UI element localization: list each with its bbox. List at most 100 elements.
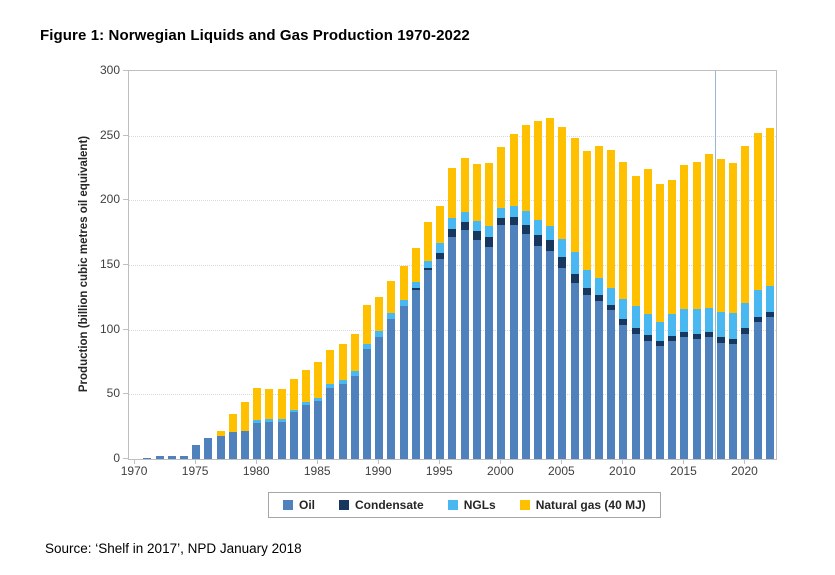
ngls-segment (570, 252, 579, 275)
legend-swatch (447, 500, 458, 510)
bar-1986 (324, 350, 336, 459)
ngls-segment (326, 384, 335, 388)
y-tick-label: 50 (106, 386, 120, 401)
bar-1983 (288, 378, 300, 459)
oil-segment (363, 349, 372, 459)
oil-segment (216, 435, 225, 459)
ngls-segment (546, 226, 555, 241)
bar-stack-2009 (607, 149, 616, 459)
ngls-segment (387, 312, 396, 320)
x-tick-mark (561, 459, 563, 464)
natural-gas-40-mj--segment (594, 146, 603, 278)
legend-label: Oil (299, 498, 316, 512)
oil-segment (253, 422, 262, 459)
bar-stack-1976 (204, 438, 213, 459)
bar-1978 (227, 413, 239, 459)
legend-label: NGLs (463, 498, 496, 512)
condensate-segment (448, 228, 457, 237)
condensate-segment (656, 341, 665, 347)
condensate-segment (704, 332, 713, 338)
ngls-segment (497, 208, 506, 219)
oil-segment (717, 342, 726, 459)
x-tick-mark (622, 459, 624, 464)
bar-stack-1990 (375, 297, 384, 459)
oil-segment (143, 457, 152, 459)
bar-stack-2005 (558, 126, 567, 459)
oil-segment (631, 333, 640, 459)
legend-label: Natural gas (40 MJ) (535, 498, 646, 512)
condensate-segment (497, 218, 506, 225)
ngls-segment (314, 398, 323, 401)
bar-stack-1971 (143, 457, 152, 459)
condensate-segment (558, 257, 567, 268)
bar-stack-2015 (680, 165, 689, 459)
bar-1990 (373, 297, 385, 459)
oil-segment (314, 400, 323, 459)
bar-stack-1972 (155, 456, 164, 459)
natural-gas-40-mj--segment (228, 413, 237, 432)
bar-stack-1983 (289, 378, 298, 459)
condensate-segment (582, 288, 591, 295)
ngls-segment (485, 226, 494, 237)
bar-1998 (471, 164, 483, 459)
legend-item-condensate: Condensate (339, 498, 424, 512)
oil-segment (765, 316, 774, 459)
condensate-segment (619, 319, 628, 325)
bar-1981 (263, 389, 275, 459)
natural-gas-40-mj--segment (509, 134, 518, 206)
oil-segment (338, 384, 347, 459)
bar-2003 (532, 121, 544, 459)
ngls-segment (363, 343, 372, 350)
bar-stack-1980 (253, 387, 262, 459)
condensate-segment (680, 332, 689, 338)
x-tick-label: 2015 (670, 464, 697, 478)
x-tick-mark (683, 459, 685, 464)
y-tick-label: 0 (113, 451, 120, 465)
bar-2005 (556, 126, 568, 459)
condensate-segment (485, 236, 494, 247)
bar-stack-1987 (338, 343, 347, 459)
bar-stack-1999 (485, 162, 494, 459)
x-tick-label: 1980 (242, 464, 270, 478)
bar-stack-2010 (619, 161, 628, 459)
legend-item-natural-gas-40-mj-: Natural gas (40 MJ) (519, 498, 646, 512)
bar-1992 (398, 266, 410, 459)
bar-stack-2000 (497, 147, 506, 459)
legend-item-oil: Oil (283, 498, 315, 512)
bar-stack-2011 (631, 175, 640, 459)
bar-stack-1979 (240, 402, 249, 459)
plot-area (128, 70, 777, 460)
oil-segment (192, 444, 201, 459)
bar-1999 (483, 162, 495, 459)
bar-1996 (446, 168, 458, 459)
bar-stack-1985 (314, 362, 323, 459)
ngls-segment (350, 371, 359, 377)
bar-2013 (654, 183, 666, 459)
y-tick-label: 150 (99, 257, 120, 271)
oil-segment (546, 250, 555, 459)
oil-segment (179, 456, 188, 459)
oil-segment (277, 421, 286, 459)
condensate-segment (717, 337, 726, 343)
oil-segment (582, 294, 591, 459)
condensate-segment (594, 294, 603, 302)
bar-1974 (178, 456, 190, 459)
ngls-segment (533, 219, 542, 236)
ngls-segment (594, 277, 603, 295)
x-tick-mark (195, 459, 197, 464)
oil-segment (387, 319, 396, 459)
condensate-segment (436, 253, 445, 259)
natural-gas-40-mj--segment (240, 402, 249, 431)
natural-gas-40-mj--segment (631, 175, 640, 307)
oil-segment (558, 267, 567, 459)
oil-segment (228, 431, 237, 459)
natural-gas-40-mj--segment (399, 266, 408, 300)
bar-stack-2001 (509, 134, 518, 459)
bar-1988 (349, 333, 361, 459)
bar-2009 (605, 149, 617, 459)
bar-stack-1977 (216, 430, 225, 459)
ngls-segment (643, 314, 652, 335)
bar-2016 (691, 161, 703, 459)
natural-gas-40-mj--segment (289, 378, 298, 410)
